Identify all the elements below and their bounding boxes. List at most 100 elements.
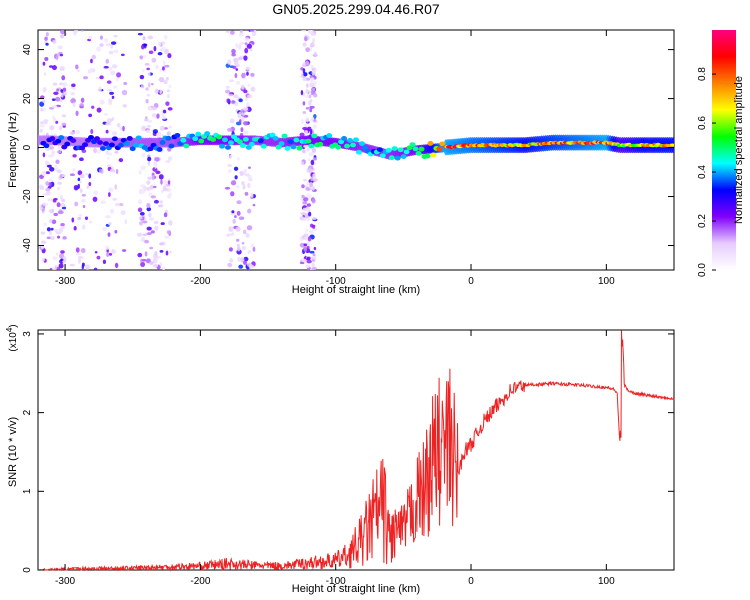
noise-blob: [71, 83, 76, 88]
noise-blob: [309, 128, 313, 135]
noise-blob: [45, 187, 51, 192]
ridge-blob: [165, 135, 172, 141]
snr-frame: [37, 329, 675, 571]
ridge-blob: [204, 131, 211, 136]
ridge-blob: [70, 138, 77, 143]
noise-blob: [72, 102, 76, 108]
noise-blob: [114, 262, 119, 269]
noise-blob: [162, 60, 166, 66]
noise-blob: [168, 125, 173, 129]
noise-blob: [153, 185, 157, 189]
noise-blob: [242, 229, 247, 235]
ridge-blob: [117, 142, 124, 148]
noise-blob: [243, 121, 249, 126]
noise-blob: [312, 226, 316, 229]
noise-blob: [81, 198, 86, 203]
noise-blob: [50, 235, 55, 241]
ridge-blob: [222, 137, 229, 143]
noise-blob: [304, 36, 308, 42]
noise-blob: [60, 30, 65, 35]
noise-blob: [51, 98, 56, 101]
noise-blob: [140, 261, 146, 267]
noise-blob: [57, 186, 61, 191]
noise-blob: [148, 212, 152, 218]
noise-blob: [149, 261, 154, 265]
noise-blob: [309, 182, 313, 188]
ridge-blob: [385, 147, 392, 153]
noise-blob: [57, 45, 63, 50]
noise-blob: [105, 245, 110, 250]
ridge-blob: [311, 133, 318, 139]
noise-blob: [167, 180, 171, 185]
noise-blob: [166, 131, 171, 136]
colorbar-tick-label: 0.0: [697, 263, 708, 277]
noise-blob: [233, 57, 239, 62]
noise-blob: [59, 195, 63, 200]
x-tick-label: -200: [190, 276, 210, 287]
noise-blob: [232, 65, 237, 69]
noise-blob: [164, 235, 170, 239]
ridge-blob: [397, 147, 404, 153]
noise-blob: [55, 96, 61, 102]
noise-blob: [39, 128, 43, 133]
ridge-blob: [236, 139, 243, 145]
x-tick-label: 100: [598, 576, 615, 587]
spectrogram-clip: [38, 30, 674, 270]
noise-blob: [59, 53, 64, 57]
noise-blob: [158, 41, 162, 47]
ridge-blob: [308, 143, 315, 149]
noise-blob: [95, 77, 100, 80]
noise-blob: [111, 117, 114, 121]
noise-blob: [110, 249, 116, 254]
ridge-blob: [284, 146, 291, 151]
noise-blob: [43, 119, 48, 125]
noise-blob: [306, 208, 311, 212]
ridge-blob: [195, 131, 202, 137]
noise-blob: [81, 193, 87, 197]
noise-blob: [243, 55, 248, 61]
noise-blob: [124, 219, 127, 225]
noise-blob: [306, 241, 310, 247]
noise-blob: [79, 188, 83, 194]
noise-blob: [300, 212, 306, 216]
x-tick-label: 0: [468, 576, 474, 587]
noise-blob: [84, 264, 91, 269]
noise-blob: [147, 35, 154, 40]
noise-blob: [43, 222, 47, 227]
noise-blob: [162, 187, 168, 192]
noise-blob: [93, 190, 99, 196]
noise-blob: [229, 233, 234, 236]
noise-blob: [167, 156, 173, 161]
ridge-blob: [257, 138, 264, 144]
noise-blob: [79, 180, 83, 184]
noise-blob: [161, 46, 166, 52]
noise-blob: [56, 202, 61, 208]
noise-blob: [168, 192, 172, 197]
noise-blob: [59, 210, 64, 215]
noise-blob: [309, 250, 315, 254]
noise-blob: [301, 30, 306, 32]
noise-blob: [105, 43, 112, 47]
noise-blob: [100, 200, 106, 204]
ridge-blob: [198, 138, 205, 144]
noise-blob: [61, 114, 67, 118]
ridge-blob: [99, 146, 106, 151]
noise-blob: [39, 204, 43, 211]
noise-blob: [73, 185, 79, 191]
noise-blob: [146, 186, 151, 191]
noise-blob: [123, 81, 128, 85]
ridge-blob: [326, 133, 333, 138]
ridge-blob: [111, 136, 118, 142]
noise-blob: [139, 184, 146, 188]
noise-blob: [167, 53, 172, 59]
noise-blob: [226, 233, 231, 237]
noise-blob: [57, 181, 62, 185]
noise-blob: [110, 41, 117, 45]
ridge-blob: [338, 139, 345, 145]
noise-blob: [236, 185, 240, 188]
noise-blob: [146, 203, 151, 209]
noise-blob: [50, 227, 54, 231]
noise-blob: [75, 247, 80, 253]
noise-blob: [92, 196, 98, 202]
noise-blob: [148, 50, 154, 55]
